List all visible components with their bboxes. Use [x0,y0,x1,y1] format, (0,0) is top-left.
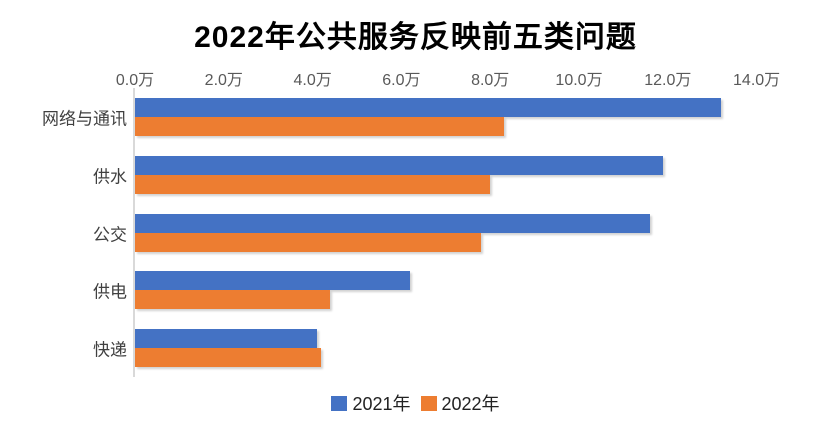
legend-label: 2022年 [441,394,500,414]
category-label: 供电 [93,282,127,302]
bar-series-1 [135,116,504,136]
x-tick-label: 0.0万 [115,72,155,89]
bar-series-1 [135,232,482,252]
category-label: 供水 [93,167,127,187]
category-label: 快递 [93,340,127,360]
legend: 2021年 2022年 [0,390,831,416]
x-tick-label: 4.0万 [293,72,332,89]
y-axis-line [133,88,135,377]
legend-item: 2021年 [331,390,411,416]
category-label: 网络与通讯 [42,109,127,129]
x-tick-label: 10.0万 [555,72,603,89]
legend-swatch-icon [331,395,348,411]
x-tick-label: 12.0万 [644,72,692,89]
bar-series-0 [135,271,411,291]
chart-title: 2022年公共服务反映前五类问题 [194,21,637,54]
bar-series-1 [135,348,322,368]
x-tick-label: 14.0万 [733,72,781,89]
bar-series-0 [135,97,722,117]
bar-series-0 [135,155,664,175]
legend-label: 2021年 [352,394,411,414]
bar-series-1 [135,290,331,310]
bar-series-1 [135,174,491,194]
bar-series-0 [135,329,318,349]
x-tick-label: 6.0万 [382,72,421,89]
bar-series-0 [135,213,651,233]
category-label: 公交 [93,225,127,244]
legend-item: 2022年 [420,390,500,416]
legend-swatch-icon [420,395,437,411]
x-tick-label: 8.0万 [471,72,510,89]
x-tick-label: 2.0万 [204,72,243,89]
